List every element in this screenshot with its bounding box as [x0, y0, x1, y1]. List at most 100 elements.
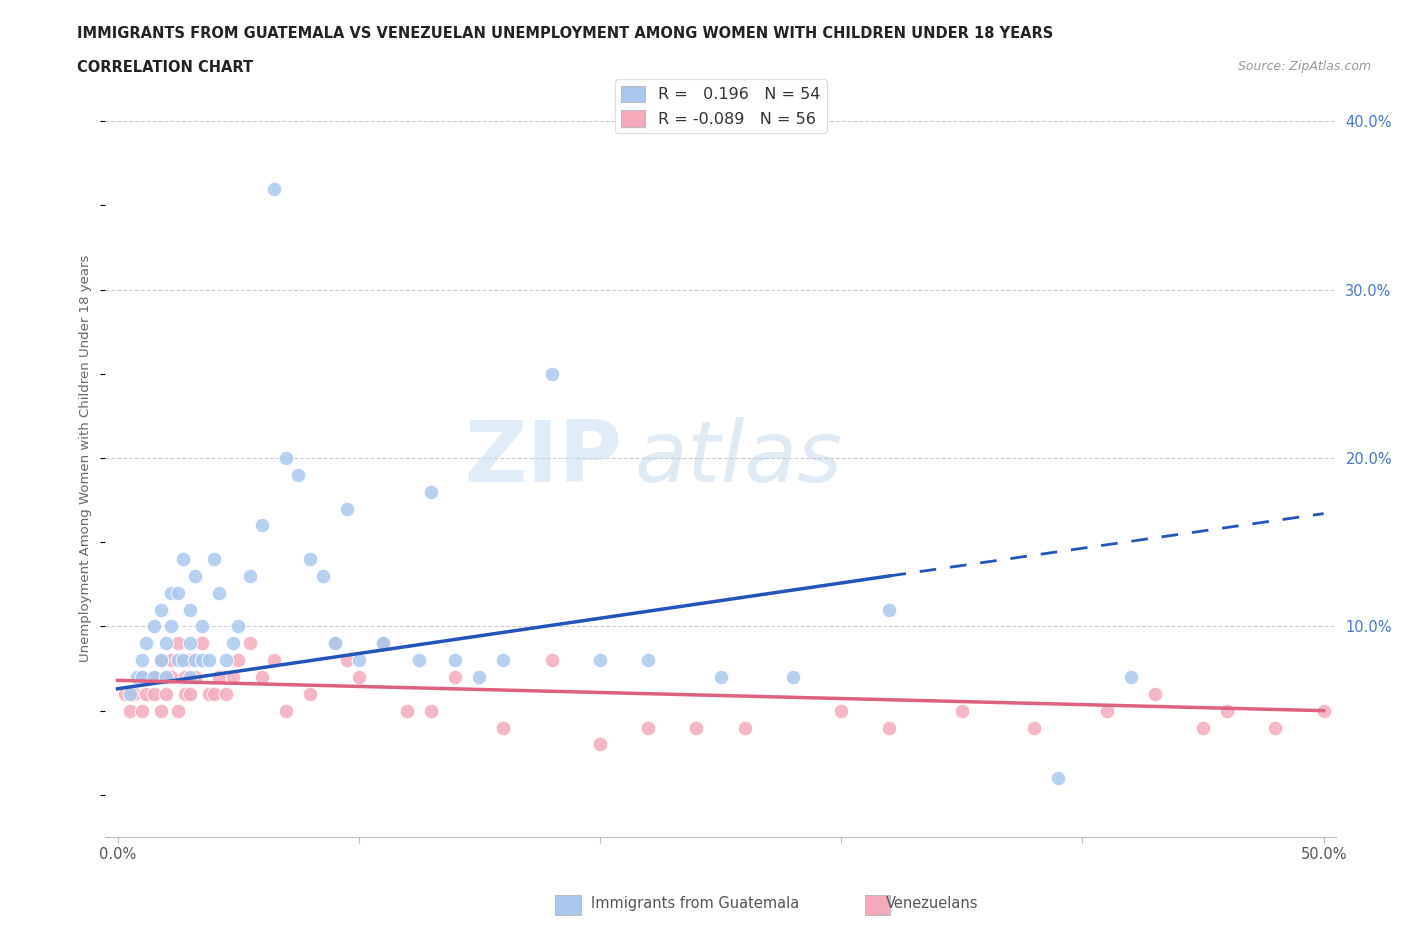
Point [174, 686, 197, 701]
Point [131, 703, 153, 718]
Point [142, 670, 165, 684]
Point [202, 686, 225, 701]
Point [420, 703, 443, 718]
Point [159, 585, 181, 600]
Point [709, 670, 731, 684]
Point [540, 366, 562, 381]
Point [179, 636, 201, 651]
Point [371, 636, 394, 651]
Point [222, 670, 245, 684]
Point [174, 670, 197, 684]
Point [1143, 686, 1166, 701]
Point [166, 703, 188, 718]
Point [879, 603, 901, 618]
Point [1095, 703, 1118, 718]
Point [179, 686, 201, 701]
Point [323, 636, 346, 651]
Point [252, 670, 274, 684]
Point [191, 619, 214, 634]
Point [166, 653, 188, 668]
Point [589, 737, 612, 751]
Point [179, 670, 201, 684]
Point [131, 653, 153, 668]
Point [782, 670, 804, 684]
Point [637, 720, 659, 735]
Text: Venezuelans: Venezuelans [886, 897, 979, 911]
Point [637, 653, 659, 668]
Point [311, 568, 333, 583]
Point [155, 636, 177, 651]
Point [208, 670, 231, 684]
Point [395, 703, 418, 718]
Point [118, 686, 141, 701]
Point [1192, 720, 1215, 735]
Point [1024, 720, 1046, 735]
Point [239, 568, 262, 583]
Point [124, 686, 146, 701]
Point [299, 686, 322, 701]
Point [159, 653, 181, 668]
Point [263, 653, 285, 668]
Text: atlas: atlas [634, 417, 842, 499]
Legend: R =   0.196   N = 54, R = -0.089   N = 56: R = 0.196 N = 54, R = -0.089 N = 56 [614, 79, 827, 133]
Text: CORRELATION CHART: CORRELATION CHART [77, 60, 253, 75]
Point [159, 619, 181, 634]
Point [1312, 703, 1334, 718]
Point [183, 670, 205, 684]
Point [142, 686, 165, 701]
Point [155, 670, 177, 684]
Point [125, 670, 148, 684]
Point [159, 670, 181, 684]
Point [540, 653, 562, 668]
Point [149, 653, 172, 668]
Point [420, 485, 443, 499]
Point [202, 551, 225, 566]
Point [155, 686, 177, 701]
Point [468, 670, 491, 684]
Point [685, 720, 707, 735]
Point [166, 585, 188, 600]
Point [118, 703, 141, 718]
Point [179, 653, 201, 668]
Point [492, 720, 515, 735]
Point [198, 653, 221, 668]
Point [492, 653, 515, 668]
Point [239, 636, 262, 651]
Point [287, 468, 309, 483]
Point [950, 703, 973, 718]
Point [734, 720, 756, 735]
Point [347, 653, 370, 668]
Text: ZIP: ZIP [464, 417, 621, 499]
Point [1216, 703, 1239, 718]
Point [444, 653, 467, 668]
Point [179, 603, 201, 618]
Point [135, 686, 157, 701]
Point [347, 670, 370, 684]
Point [149, 653, 172, 668]
Point [191, 636, 214, 651]
Point [276, 703, 298, 718]
Point [215, 653, 238, 668]
Point [1119, 670, 1142, 684]
Point [1047, 771, 1070, 786]
Text: IMMIGRANTS FROM GUATEMALA VS VENEZUELAN UNEMPLOYMENT AMONG WOMEN WITH CHILDREN U: IMMIGRANTS FROM GUATEMALA VS VENEZUELAN … [77, 26, 1053, 41]
Point [166, 636, 188, 651]
Point [208, 585, 231, 600]
Point [226, 653, 249, 668]
Point [131, 670, 153, 684]
Point [879, 720, 901, 735]
Point [299, 551, 322, 566]
Point [276, 451, 298, 466]
Point [135, 636, 157, 651]
Point [252, 518, 274, 533]
Point [336, 501, 359, 516]
Point [172, 551, 194, 566]
Point [371, 636, 394, 651]
Point [172, 653, 194, 668]
Point [323, 636, 346, 651]
Point [226, 619, 249, 634]
Point [149, 703, 172, 718]
Point [131, 670, 153, 684]
Point [198, 686, 221, 701]
Point [183, 568, 205, 583]
